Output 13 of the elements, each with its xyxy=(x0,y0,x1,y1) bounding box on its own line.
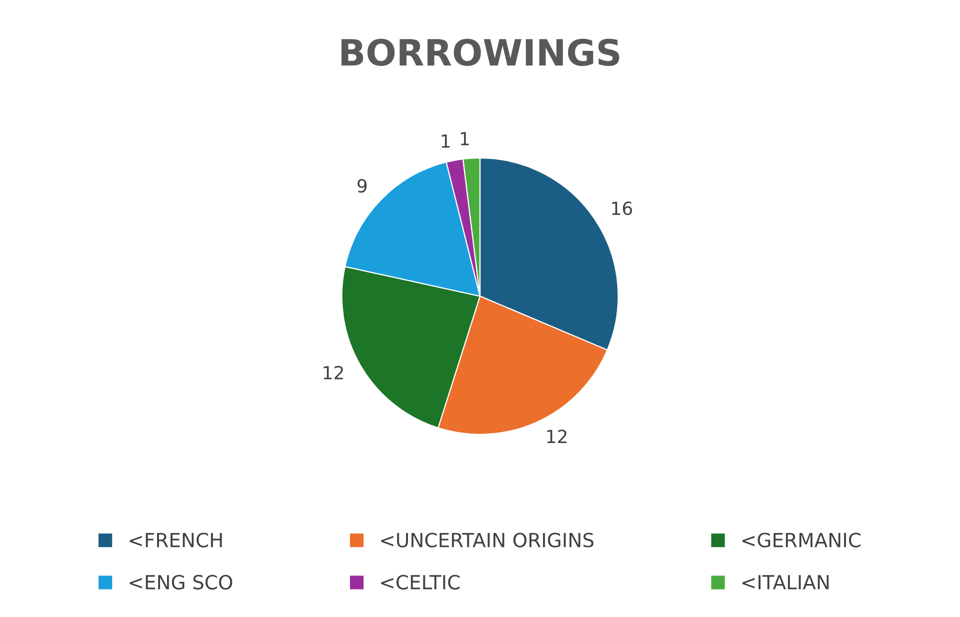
legend-label: <GERMANIC xyxy=(742,532,860,548)
data-label: 12 xyxy=(547,430,566,444)
data-label: 1 xyxy=(460,132,469,146)
legend-label: <UNCERTAIN ORIGINS xyxy=(381,532,594,548)
legend-label: <ENG SCO xyxy=(130,574,232,590)
legend-label: <FRENCH xyxy=(130,532,222,548)
data-label: 16 xyxy=(612,201,632,216)
legend-label: <ITALIAN xyxy=(742,575,829,590)
data-label: 1 xyxy=(442,134,450,148)
legend-label: <CELTIC xyxy=(381,574,460,590)
data-label: 12 xyxy=(324,366,343,380)
chart-title: BORROWINGS xyxy=(341,38,620,66)
data-label: 9 xyxy=(358,179,367,193)
